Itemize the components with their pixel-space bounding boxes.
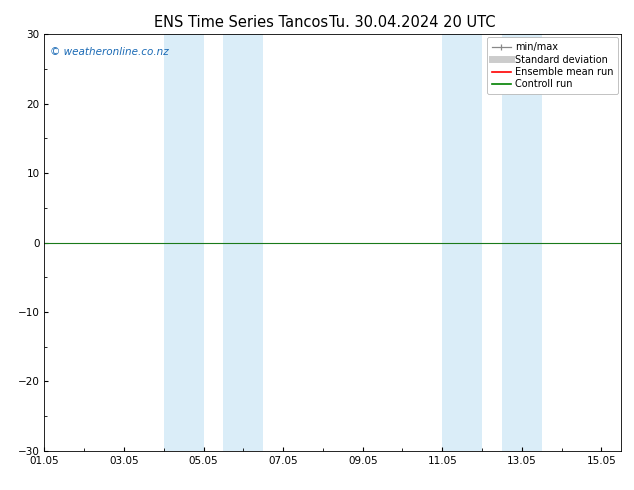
Bar [502, 34, 541, 451]
Bar [164, 34, 204, 451]
Text: ENS Time Series Tancos: ENS Time Series Tancos [154, 15, 328, 30]
Legend: min/max, Standard deviation, Ensemble mean run, Controll run: min/max, Standard deviation, Ensemble me… [487, 37, 618, 94]
Text: © weatheronline.co.nz: © weatheronline.co.nz [50, 47, 169, 57]
Text: Tu. 30.04.2024 20 UTC: Tu. 30.04.2024 20 UTC [329, 15, 495, 30]
Bar [223, 34, 263, 451]
Bar [443, 34, 482, 451]
